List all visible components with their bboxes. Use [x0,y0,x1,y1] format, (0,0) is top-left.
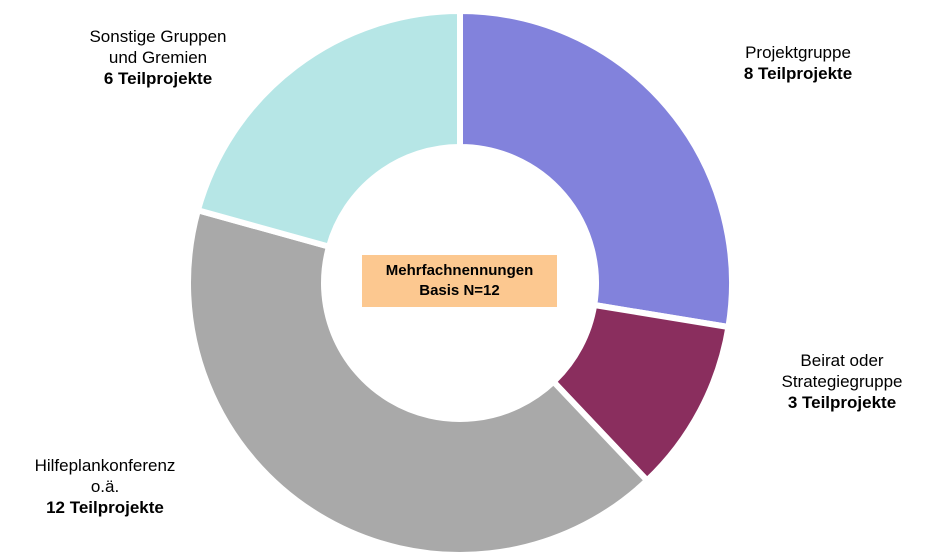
value-label: 12 Teilprojekte [46,498,164,517]
category-label: Beirat oder Strategiegruppe [781,351,903,391]
slice-label: Sonstige Gruppen und Gremien 6 Teilprojek… [48,26,268,89]
slice-label: Projektgruppe 8 Teilprojekte [688,42,908,84]
slice-label: Hilfeplankonferenz o.ä. 12 Teilprojekte [0,455,215,518]
value-label: 3 Teilprojekte [787,393,897,412]
category-label: Projektgruppe [745,43,851,62]
category-label: Hilfeplankonferenz o.ä. [34,456,176,496]
donut-slice [194,7,463,251]
value-label: 6 Teilprojekte [103,69,213,88]
category-label: Sonstige Gruppen und Gremien [89,27,227,67]
value-label: 8 Teilprojekte [743,64,853,83]
donut-slice [185,206,652,556]
donut-slice [457,7,735,331]
slice-label: Beirat oder Strategiegruppe 3 Teilprojekt… [732,350,926,413]
center-annotation: Mehrfachnennungen Basis N=12 [362,255,557,307]
